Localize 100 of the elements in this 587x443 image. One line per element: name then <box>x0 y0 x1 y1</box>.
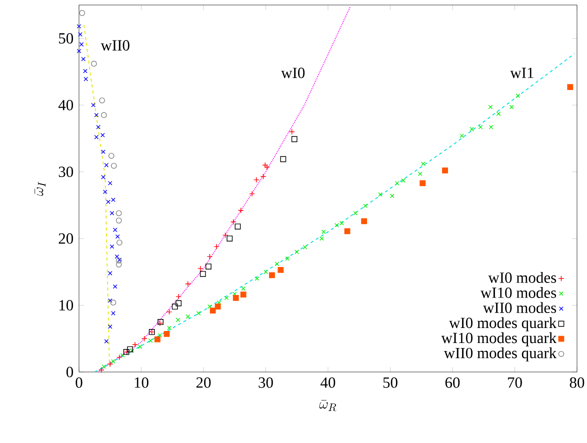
point <box>320 236 324 241</box>
point <box>214 244 220 250</box>
point <box>127 346 133 352</box>
point <box>488 124 494 130</box>
line-series <box>97 6 351 372</box>
point <box>232 292 237 296</box>
point <box>291 136 298 142</box>
x-tick-label: 50 <box>383 377 398 388</box>
y-tick-label: 30 <box>58 166 74 178</box>
point <box>76 48 82 54</box>
point <box>141 336 148 342</box>
point <box>226 236 233 242</box>
point <box>378 192 382 197</box>
point <box>200 270 206 277</box>
point <box>176 294 182 300</box>
y-tick-label: 50 <box>59 33 74 44</box>
point <box>294 250 300 254</box>
point <box>167 326 172 330</box>
point <box>102 190 108 194</box>
y-tick-label: 0 <box>66 366 74 378</box>
point <box>210 308 216 314</box>
point <box>470 126 474 132</box>
point <box>100 132 105 138</box>
x-tick-label: 80 <box>570 377 584 388</box>
point <box>288 128 295 135</box>
point <box>98 367 104 373</box>
point <box>509 104 514 110</box>
y-axis-title: $\bar{\omega}_I$ <box>34 182 46 196</box>
point <box>78 32 82 37</box>
point <box>516 94 520 98</box>
x-tick-label: 10 <box>134 377 148 388</box>
point <box>249 190 256 197</box>
point <box>176 318 180 322</box>
point <box>154 336 160 342</box>
point <box>238 208 244 214</box>
point <box>361 218 368 224</box>
point <box>172 304 178 310</box>
point <box>176 300 182 306</box>
point <box>94 112 99 118</box>
point <box>478 124 483 130</box>
x-tick-label: 20 <box>196 377 211 388</box>
x-tick-label: 30 <box>258 377 273 388</box>
point <box>344 228 350 234</box>
x-tick-label: 70 <box>508 377 522 388</box>
point <box>164 331 170 337</box>
point <box>83 68 88 74</box>
point <box>285 256 290 261</box>
legend-label: wII0 modes <box>483 302 556 314</box>
point <box>196 311 201 316</box>
point <box>110 162 117 169</box>
point <box>264 270 268 274</box>
point <box>302 245 308 250</box>
point <box>280 156 286 162</box>
point <box>76 24 82 29</box>
point <box>240 292 246 298</box>
point <box>110 210 114 216</box>
point <box>184 280 191 287</box>
y-tick-label: 40 <box>58 100 74 110</box>
annotation: wII0 <box>100 40 130 51</box>
point <box>107 361 114 367</box>
point <box>420 180 426 186</box>
point <box>567 84 574 90</box>
point <box>101 174 106 180</box>
legend-label: wI10 modes quark <box>441 332 557 346</box>
y-tick-label: 10 <box>60 300 74 310</box>
point <box>99 97 105 104</box>
point <box>222 232 228 238</box>
point <box>253 176 260 183</box>
point <box>111 311 116 316</box>
point <box>90 60 97 67</box>
point <box>418 172 422 176</box>
point <box>108 298 112 303</box>
point <box>206 264 212 270</box>
point <box>269 272 275 278</box>
annotation: wI0 <box>281 68 305 78</box>
legend-label: wII0 modes quark <box>444 347 557 362</box>
point <box>108 152 114 159</box>
point <box>216 300 222 305</box>
x-tick-label: 40 <box>320 377 336 388</box>
point <box>158 333 162 338</box>
point <box>79 10 86 16</box>
point <box>214 304 221 310</box>
point <box>114 254 120 259</box>
point <box>488 104 493 110</box>
point <box>224 296 229 300</box>
point <box>120 353 125 358</box>
legend-label: wI10 modes <box>480 287 556 298</box>
legend-label: wI0 modes quark <box>449 317 557 332</box>
point <box>264 164 270 170</box>
x-tick-label: 60 <box>445 377 460 388</box>
point <box>132 342 138 348</box>
point <box>111 359 116 364</box>
point <box>94 134 99 140</box>
point <box>112 228 118 232</box>
point <box>130 348 134 353</box>
point <box>353 210 358 216</box>
legend-label: wI0 modes <box>488 272 556 283</box>
point <box>84 76 88 82</box>
point <box>116 354 122 360</box>
point <box>110 300 116 306</box>
